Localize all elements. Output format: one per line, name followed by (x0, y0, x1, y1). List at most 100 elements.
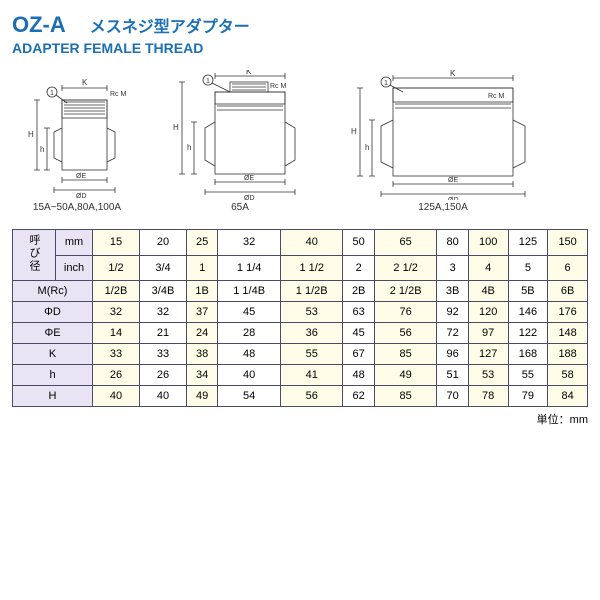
unit-label: 単位：mm (12, 411, 588, 427)
svg-text:h: h (365, 143, 369, 152)
cell: 55 (280, 344, 343, 365)
cell: 48 (218, 344, 281, 365)
cell: 96 (437, 344, 468, 365)
cell: 1 1/4 (218, 255, 281, 281)
cell: 1/2B (93, 281, 140, 302)
cell: 122 (508, 323, 548, 344)
cell: 38 (186, 344, 217, 365)
cell: 65 (374, 230, 437, 256)
svg-text:h: h (40, 145, 44, 154)
cell: 49 (374, 365, 437, 386)
cell: 20 (139, 230, 186, 256)
cell: 45 (218, 302, 281, 323)
cell: 51 (437, 365, 468, 386)
cell: 2 (343, 255, 374, 281)
cell: 85 (374, 386, 437, 407)
cell: 97 (468, 323, 508, 344)
cell: 188 (548, 344, 588, 365)
cell: 4B (468, 281, 508, 302)
svg-text:1: 1 (50, 90, 54, 97)
cell: 1 1/2B (280, 281, 343, 302)
cell: 100 (468, 230, 508, 256)
cell: 26 (93, 365, 140, 386)
cell: 40 (93, 386, 140, 407)
cell: 2 1/2 (374, 255, 437, 281)
cell: 37 (186, 302, 217, 323)
diagram-row: K Rc M H h ØE ØD 1 15A~50A,80A,100A (12, 70, 588, 213)
svg-text:H: H (28, 130, 34, 139)
diagram-1-label: 15A~50A,80A,100A (33, 202, 121, 213)
cell: 33 (139, 344, 186, 365)
cell: 41 (280, 365, 343, 386)
cell: 148 (548, 323, 588, 344)
cell: 1 (186, 255, 217, 281)
cell: 40 (218, 365, 281, 386)
cell: 125 (508, 230, 548, 256)
cell: 26 (139, 365, 186, 386)
svg-text:K: K (82, 78, 88, 87)
cell: 15 (93, 230, 140, 256)
sub-mm: mm (56, 230, 93, 256)
cell: 3/4B (139, 281, 186, 302)
cell: 56 (280, 386, 343, 407)
cell: 36 (280, 323, 343, 344)
cell: 63 (343, 302, 374, 323)
cell: 45 (343, 323, 374, 344)
svg-text:ØD: ØD (244, 195, 255, 200)
svg-text:ØE: ØE (76, 173, 86, 180)
cell: 67 (343, 344, 374, 365)
title-jp: メスネジ型アダプター (90, 13, 250, 37)
cell: 84 (548, 386, 588, 407)
cell: 40 (139, 386, 186, 407)
svg-text:1: 1 (384, 80, 388, 87)
cell: 2B (343, 281, 374, 302)
cell: 146 (508, 302, 548, 323)
cell: 53 (280, 302, 343, 323)
svg-text:Rc M: Rc M (270, 83, 287, 90)
row-header: 呼び径 (26, 234, 42, 273)
cell: 24 (186, 323, 217, 344)
cell: 168 (508, 344, 548, 365)
cell: 150 (548, 230, 588, 256)
cell: 21 (139, 323, 186, 344)
svg-text:K: K (450, 70, 456, 78)
cell: 1/2 (93, 255, 140, 281)
cell: 50 (343, 230, 374, 256)
cell: 78 (468, 386, 508, 407)
svg-text:ØE: ØE (448, 177, 458, 184)
cell: 70 (437, 386, 468, 407)
cell: 49 (186, 386, 217, 407)
cell: 34 (186, 365, 217, 386)
svg-text:Rc M: Rc M (488, 93, 505, 100)
diagram-3: K Rc M H h ØE ØD 1 (338, 70, 548, 200)
param-h: h (13, 365, 93, 386)
svg-text:1: 1 (206, 78, 210, 85)
svg-text:ØD: ØD (76, 193, 87, 200)
cell: 6 (548, 255, 588, 281)
diagram-3-label: 125A,150A (418, 202, 468, 213)
cell: 127 (468, 344, 508, 365)
cell: 54 (218, 386, 281, 407)
cell: 32 (93, 302, 140, 323)
cell: 1 1/2 (280, 255, 343, 281)
sub-inch: inch (56, 255, 93, 281)
cell: 76 (374, 302, 437, 323)
svg-text:H: H (351, 127, 357, 136)
cell: 2 1/2B (374, 281, 437, 302)
cell: 33 (93, 344, 140, 365)
svg-text:ØD: ØD (448, 197, 459, 200)
cell: 3B (437, 281, 468, 302)
cell: 85 (374, 344, 437, 365)
cell: 1B (186, 281, 217, 302)
cell: 62 (343, 386, 374, 407)
product-code: OZ-A (12, 12, 66, 38)
cell: 58 (548, 365, 588, 386)
cell: 40 (280, 230, 343, 256)
cell: 3/4 (139, 255, 186, 281)
spec-table: 呼び径 mm 1520253240506580100125150 inch 1/… (12, 229, 588, 407)
cell: 1 1/4B (218, 281, 281, 302)
cell: 6B (548, 281, 588, 302)
svg-text:ØE: ØE (244, 175, 254, 182)
diagram-2-label: 65A (231, 202, 249, 213)
diagram-1: K Rc M H h ØE ØD 1 (12, 70, 142, 200)
